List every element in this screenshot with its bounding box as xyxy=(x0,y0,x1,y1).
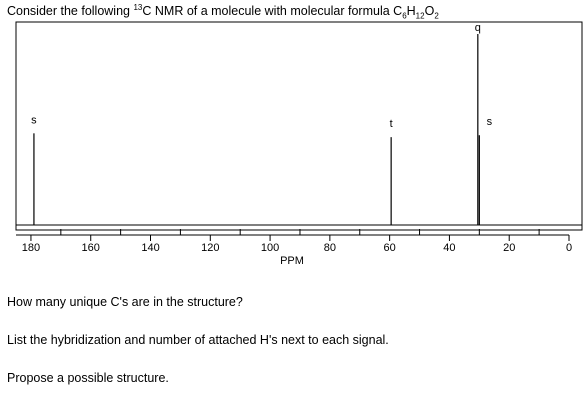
isotope-superscript: 13 xyxy=(133,3,143,12)
x-tick-label-140: 140 xyxy=(141,242,159,254)
oxygen-symbol: O xyxy=(424,4,435,19)
x-tick-label-40: 40 xyxy=(443,242,455,254)
x-tick-label-0: 0 xyxy=(566,242,572,254)
question-unique-carbons: How many unique C's are in the structure… xyxy=(7,295,243,309)
x-tick-label-80: 80 xyxy=(324,242,336,254)
peak-label-2: q xyxy=(475,22,481,34)
hydrogen-symbol: H xyxy=(406,4,416,19)
peak-label-1: t xyxy=(390,118,393,130)
question-hybridization: List the hybridization and number of att… xyxy=(7,333,389,347)
x-tick-label-60: 60 xyxy=(384,242,396,254)
x-axis-ticks: 180 160 140 120 100 80 60 40 20 0 xyxy=(22,229,572,254)
question-structure: Propose a possible structure. xyxy=(7,371,169,385)
hydrogen-count-subscript: 12 xyxy=(415,11,425,21)
x-axis-label: PPM xyxy=(280,255,304,267)
x-tick-label-100: 100 xyxy=(261,242,279,254)
nmr-spectrum-chart: 180 160 140 120 100 80 60 40 20 0 s t q s PPM xyxy=(15,21,583,267)
plot-frame xyxy=(15,21,583,231)
title-prefix: Consider the following xyxy=(7,4,134,19)
peak-label-3: s xyxy=(487,116,493,128)
peak-label-0: s xyxy=(31,114,37,126)
peak-series: s t q s xyxy=(31,22,493,225)
x-tick-label-180: 180 xyxy=(22,242,40,254)
question-title: Consider the following 13C NMR of a mole… xyxy=(7,3,439,21)
x-tick-label-120: 120 xyxy=(201,242,219,254)
x-tick-label-160: 160 xyxy=(82,242,100,254)
carbon-count-subscript: 6 xyxy=(402,11,407,21)
x-tick-label-20: 20 xyxy=(503,242,515,254)
oxygen-count-subscript: 2 xyxy=(434,11,439,21)
title-middle: C NMR of a molecule with molecular formu… xyxy=(142,4,403,19)
